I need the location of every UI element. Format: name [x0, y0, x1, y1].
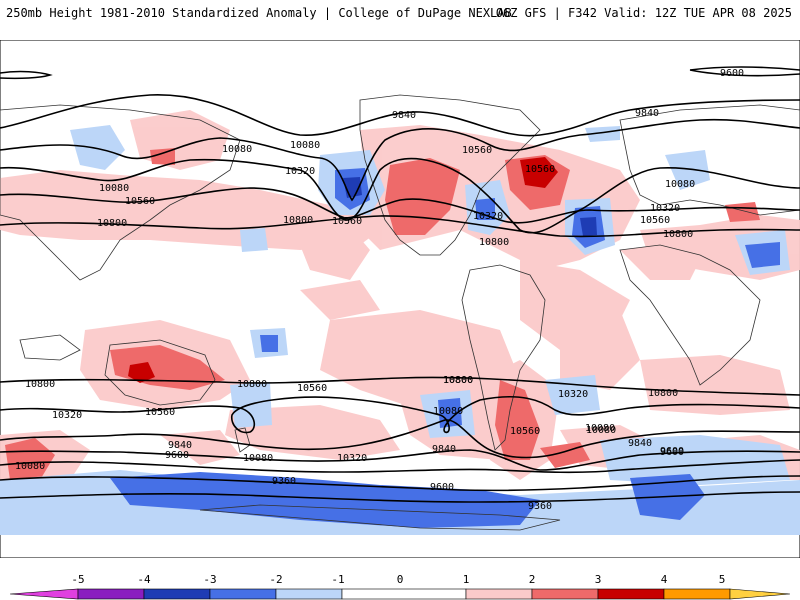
positive-anomaly-strong: [128, 157, 558, 383]
colorbar-segment-pos2: [531, 588, 599, 600]
contour-label: 9840: [168, 440, 192, 451]
colorbar-tick-label: -3: [203, 573, 216, 586]
contour-label: 9600: [165, 450, 189, 461]
contour-label: 10080: [585, 423, 615, 434]
contour-label: 10560: [462, 145, 492, 156]
contour-label: 9600: [660, 446, 684, 457]
colorbar-segment-neg1: [275, 588, 343, 600]
contour-label: 9360: [272, 476, 296, 487]
map-title: 250mb Height 1981-2010 Standardized Anom…: [6, 6, 512, 20]
colorbar-segment-zero: [341, 588, 467, 600]
contour-label: 10560: [640, 215, 670, 226]
contour-label: 10080: [222, 144, 252, 155]
contour-label: 9840: [432, 444, 456, 455]
contour-label: 10560: [145, 407, 175, 418]
contour-label: 10800: [25, 379, 55, 390]
colorbar-tick-label: 0: [397, 573, 404, 586]
contour-label: 9840: [628, 438, 652, 449]
colorbar-tick-label: 4: [661, 573, 668, 586]
height-contours: [0, 66, 800, 503]
anomaly-colorbar: -5 -4 -3 -2 -1 0 1 2 3 4 5: [9, 573, 791, 600]
colorbar-tick-label: -2: [269, 573, 282, 586]
contour-label: 10080: [15, 461, 45, 472]
contour-label: 9840: [635, 108, 659, 119]
colorbar-tick-label: 3: [595, 573, 602, 586]
colorbar-segment-pos1: [465, 588, 533, 600]
contour-label: 10080: [586, 425, 616, 436]
contour-label: 10800: [443, 375, 473, 386]
contour-label: 10560: [332, 216, 362, 227]
colorbar-tick-label: -4: [137, 573, 151, 586]
contour-label: 10560: [510, 426, 540, 437]
contour-labels: 9600 9840 9840 10080 10080 10320 10560 1…: [15, 68, 744, 512]
colorbar-segment-neg4: [77, 588, 145, 600]
model-valid-time: 06Z GFS | F342 Valid: 12Z TUE APR 08 202…: [495, 6, 792, 20]
colorbar-tick-label: 2: [529, 573, 536, 586]
contour-label: 10800: [648, 388, 678, 399]
colorbar-segment-pos4: [663, 588, 731, 600]
contour-label: 10320: [473, 211, 503, 222]
anomaly-map: 9600 9840 9840 10080 10080 10320 10560 1…: [0, 40, 800, 558]
contour-label: 10320: [285, 166, 315, 177]
colorbar-tick-label: 5: [719, 573, 726, 586]
colorbar-segment-pos5: [729, 588, 791, 600]
contour-label: 10080: [243, 453, 273, 464]
contour-label: 10560: [297, 383, 327, 394]
contour-label: 10080: [99, 183, 129, 194]
contour-label: 10320: [337, 453, 367, 464]
contour-label: 10800: [663, 229, 693, 240]
colorbar-tick-label: 1: [463, 573, 470, 586]
contour-label: 10080: [433, 406, 463, 417]
contour-label: 10560: [525, 164, 555, 175]
colorbar-segment-pos3: [597, 588, 665, 600]
colorbar-segment-neg3: [143, 588, 211, 600]
contour-label: 10320: [650, 203, 680, 214]
contour-label: 10800: [237, 379, 267, 390]
positive-anomaly-light: [0, 110, 800, 485]
contour-label: 10320: [52, 410, 82, 421]
colorbar-tick-label: -1: [331, 573, 344, 586]
contour-label: 9840: [392, 110, 416, 121]
contour-label: 10800: [283, 215, 313, 226]
contour-label: 10560: [125, 196, 155, 207]
contour-label: 9600: [720, 68, 744, 79]
colorbar-segment-neg2: [209, 588, 277, 600]
colorbar-tick-label: -5: [71, 573, 84, 586]
contour-label: 10080: [290, 140, 320, 151]
contour-label: 10800: [479, 237, 509, 248]
contour-label: 9360: [528, 501, 552, 512]
contour-label: 9600: [660, 447, 684, 458]
contour-label: 10320: [558, 389, 588, 400]
contour-label: 10080: [665, 179, 695, 190]
colorbar-segment-neg5: [9, 588, 79, 600]
contour-label: 10800: [97, 218, 127, 229]
contour-label: 10800: [443, 375, 473, 386]
contour-label: 9600: [430, 482, 454, 493]
